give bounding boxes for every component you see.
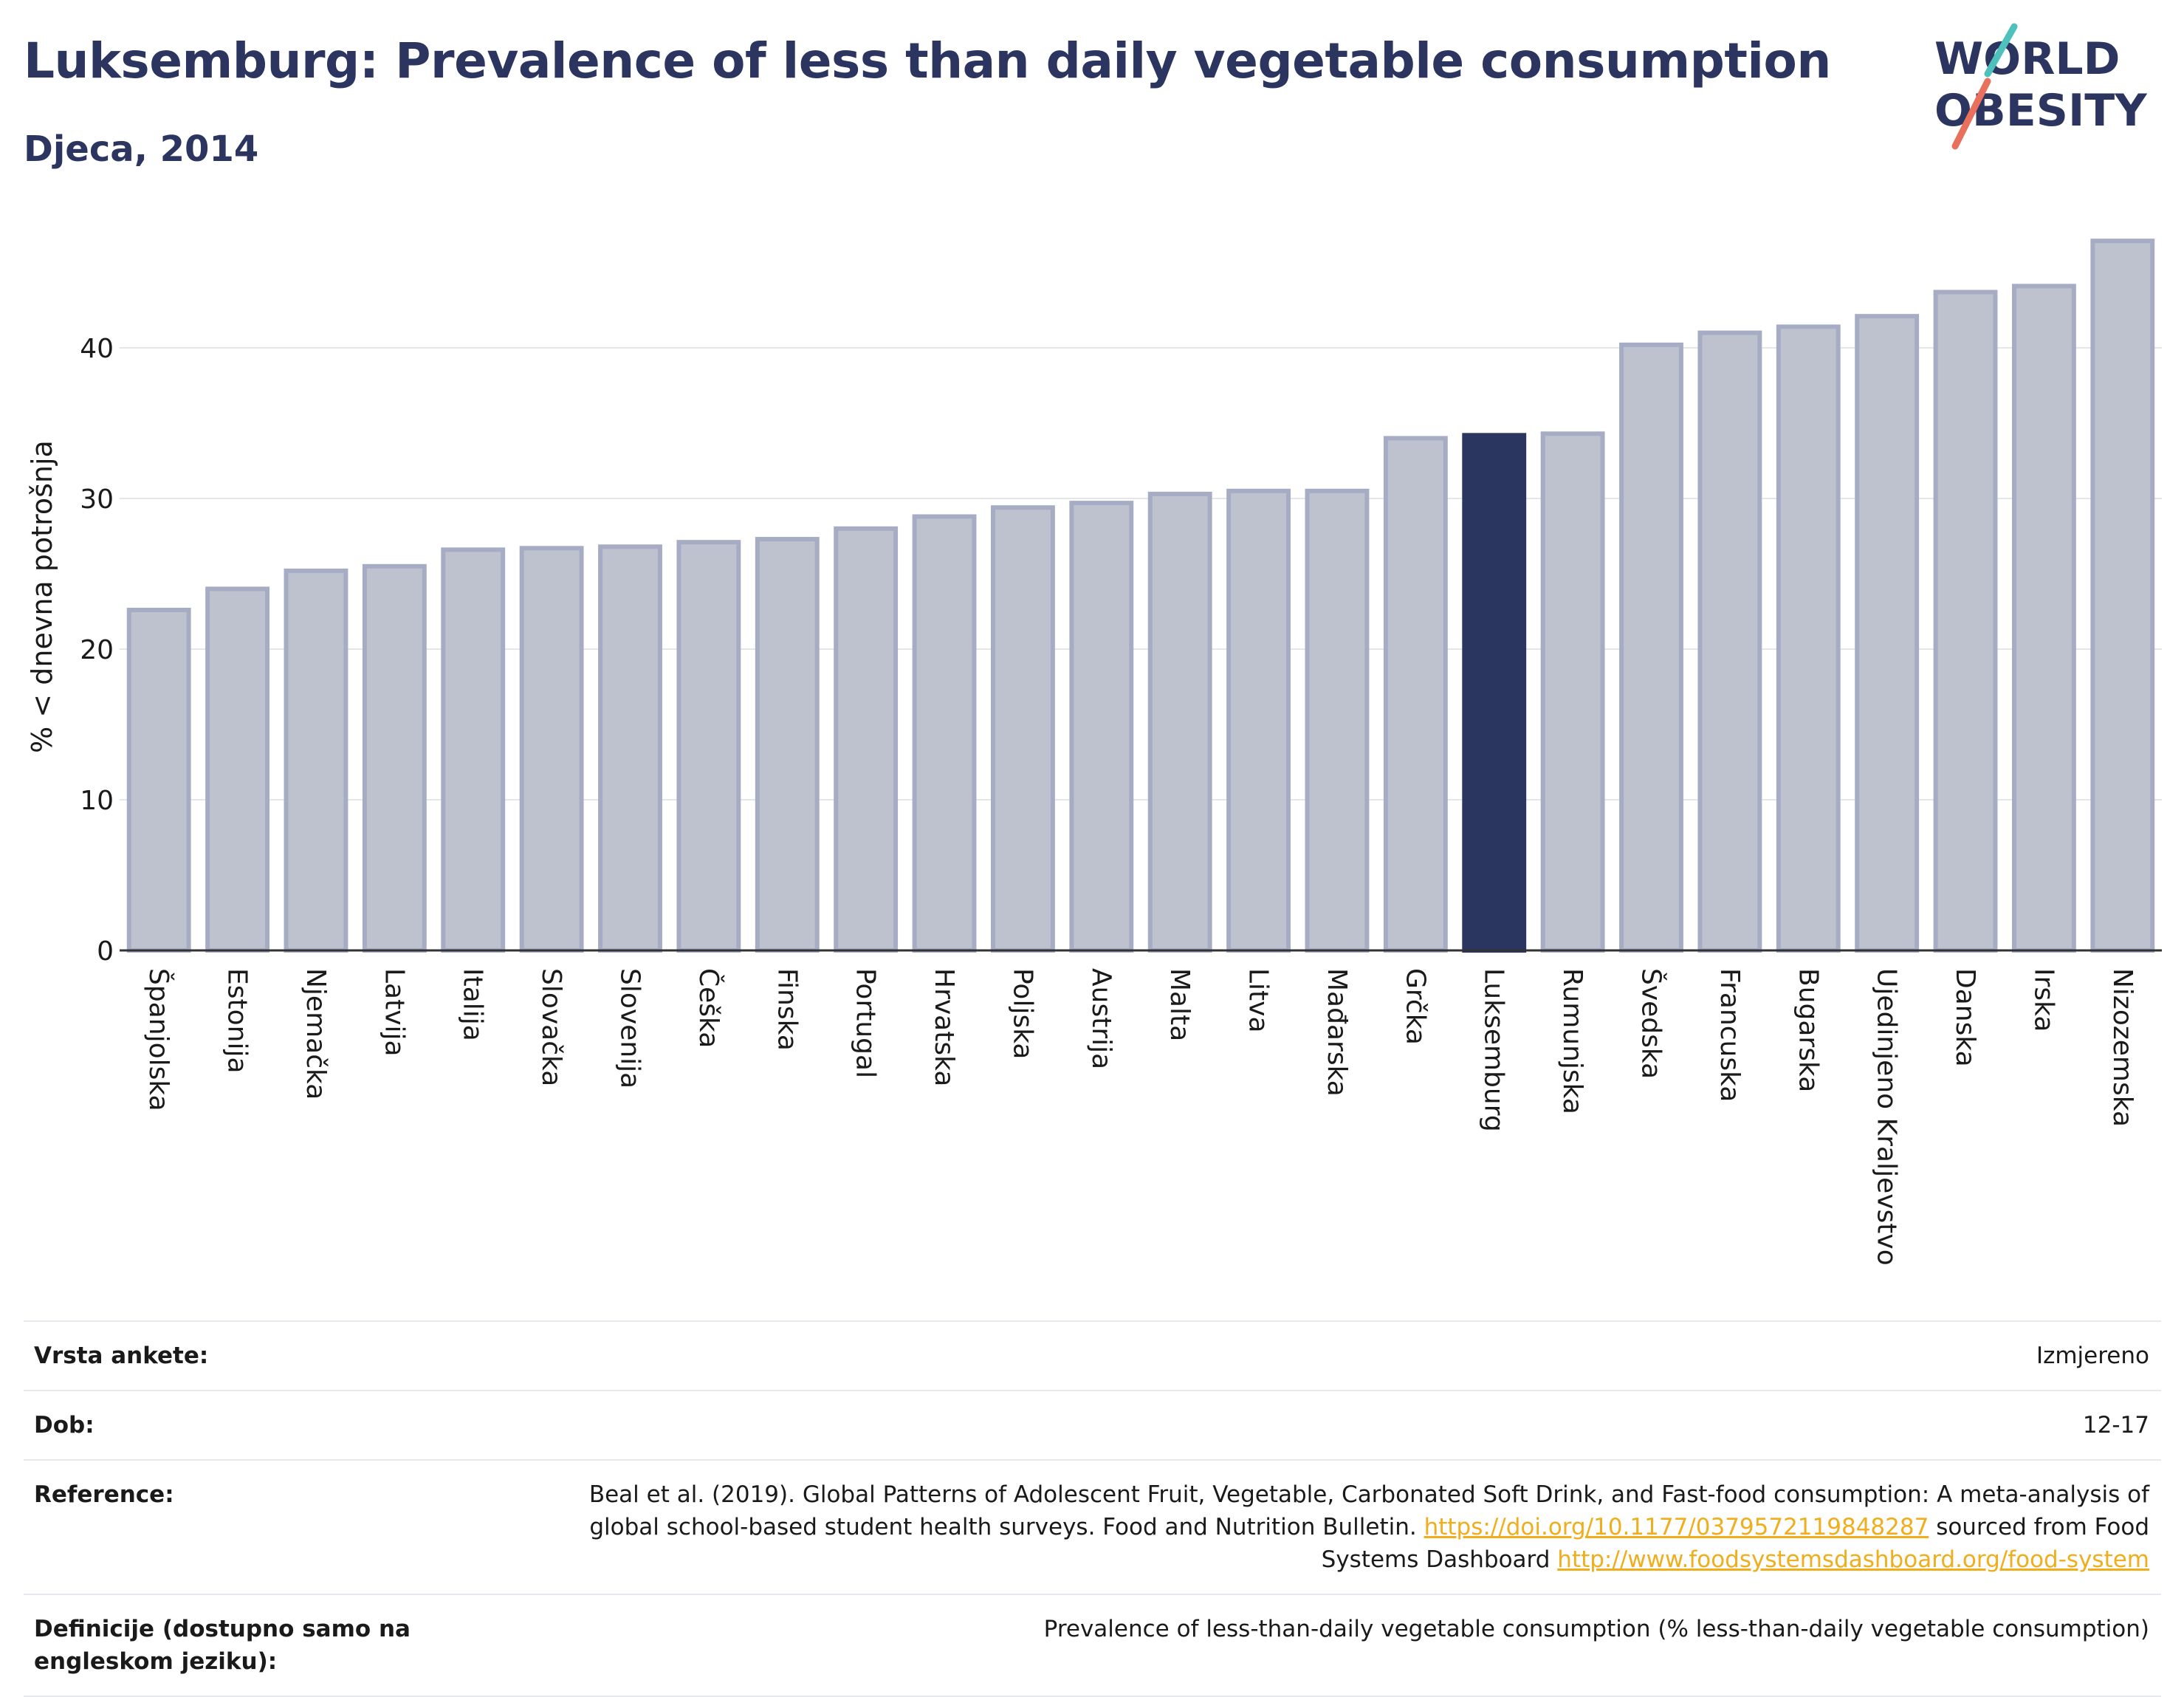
bars xyxy=(126,239,2155,953)
x-tick-label: Italija xyxy=(458,968,488,1041)
x-tick-label: Malta xyxy=(1164,968,1195,1041)
x-tick-label: Latvija xyxy=(379,968,409,1057)
survey-type-row: Vrsta ankete: Izmjereno xyxy=(24,1320,2161,1390)
bar[interactable] xyxy=(126,607,191,953)
x-tick-label: Poljska xyxy=(1007,968,1037,1060)
bar[interactable] xyxy=(1226,488,1291,953)
x-tick-label: Španjolska xyxy=(143,968,174,1111)
y-tick-label: 20 xyxy=(80,635,114,665)
bar[interactable] xyxy=(755,537,820,953)
bar[interactable] xyxy=(1147,491,1212,953)
x-tick-label: Mađarska xyxy=(1322,968,1352,1097)
chart-title: Luksemburg: Prevalence of less than dail… xyxy=(24,32,1831,89)
bar[interactable] xyxy=(912,514,977,953)
x-tick-label: Rumunjska xyxy=(1557,968,1587,1114)
bar[interactable] xyxy=(284,568,348,953)
bar[interactable] xyxy=(676,540,741,953)
bar-chart: 0 10 20 30 40 Španjolska Estonija Njemačka Latvi… xyxy=(26,239,2162,1266)
bar[interactable] xyxy=(834,526,899,953)
bar[interactable] xyxy=(1697,330,1762,953)
y-tick-label: 30 xyxy=(80,484,114,515)
metadata-table: Vrsta ankete: Izmjereno Dob: 12-17 Refer… xyxy=(24,1320,2161,1697)
bar[interactable] xyxy=(1855,314,1920,953)
reference-mid-text: sourced from Food Systems Dashboard xyxy=(1321,1514,2149,1573)
x-tick-label: Njemačka xyxy=(301,968,331,1100)
bar[interactable] xyxy=(1540,431,1605,953)
chart-subtitle: Djeca, 2014 xyxy=(24,128,259,170)
axes: 0 10 20 30 40 Španjolska Estonija Njemačka Latvi… xyxy=(80,334,2162,1266)
y-tick-label: 0 xyxy=(97,936,114,967)
x-tick-label: Švedska xyxy=(1636,968,1667,1079)
survey-type-label: Vrsta ankete: xyxy=(34,1343,209,1369)
x-tick-label: Bugarska xyxy=(1793,968,1823,1092)
age-label: Dob: xyxy=(34,1412,95,1439)
x-tick-label: Litva xyxy=(1243,968,1274,1033)
world-obesity-logo: WORLD OBESITY xyxy=(1934,23,2148,150)
bar[interactable] xyxy=(362,563,427,953)
bar[interactable] xyxy=(1305,488,1370,953)
x-tick-label: Luksemburg xyxy=(1479,968,1509,1132)
bar[interactable] xyxy=(2090,239,2155,953)
food-systems-link[interactable]: http://www.foodsystemsdashboard.org/food… xyxy=(1557,1546,2149,1573)
bar[interactable] xyxy=(2011,284,2076,953)
x-tick-label: Grčka xyxy=(1400,968,1430,1045)
y-tick-label: 10 xyxy=(80,786,114,816)
reference-text: Beal et al. (2019). Global Patterns of A… xyxy=(588,1481,2149,1540)
bar[interactable] xyxy=(205,586,270,953)
reference-value: Beal et al. (2019). Global Patterns of A… xyxy=(562,1478,2161,1576)
age-row: Dob: 12-17 xyxy=(24,1390,2161,1459)
survey-type-value: Izmjereno xyxy=(2036,1343,2149,1369)
x-tick-label: Francuska xyxy=(1714,968,1745,1102)
x-tick-label: Danska xyxy=(1950,968,1980,1067)
bar[interactable] xyxy=(598,544,662,953)
x-tick-label: Finska xyxy=(772,968,802,1051)
bar[interactable] xyxy=(441,547,506,953)
x-tick-label: Hrvatska xyxy=(929,968,959,1086)
x-tick-label: Nizozemska xyxy=(2107,968,2137,1127)
x-tick-label: Portugal xyxy=(851,968,881,1078)
bar[interactable] xyxy=(990,505,1055,953)
bar[interactable] xyxy=(1933,289,1998,953)
x-tick-label: Irska xyxy=(2028,968,2058,1032)
bar[interactable] xyxy=(1776,324,1841,953)
reference-label: Reference: xyxy=(34,1481,174,1508)
bar[interactable] xyxy=(519,546,584,953)
x-tick-label: Slovenija xyxy=(615,968,645,1089)
bar[interactable] xyxy=(1383,436,1448,953)
doi-link[interactable]: https://doi.org/10.1177/0379572119848287 xyxy=(1424,1514,1929,1540)
x-tick-label: Austrija xyxy=(1086,968,1116,1069)
definition-row: Definicije (dostupno samo na engleskom j… xyxy=(24,1594,2161,1697)
bar-highlight[interactable] xyxy=(1462,433,1527,953)
definition-value: Prevalence of less-than-daily vegetable … xyxy=(1043,1616,2149,1642)
x-tick-label: Ujedinjeno Kraljevstvo xyxy=(1872,968,1902,1266)
x-tick-label: Slovačka xyxy=(536,968,566,1086)
reference-row: Reference: Beal et al. (2019). Global Pa… xyxy=(24,1459,2161,1594)
age-value: 12-17 xyxy=(2082,1412,2149,1439)
bar[interactable] xyxy=(1619,342,1683,953)
x-tick-label: Češka xyxy=(693,968,724,1048)
definition-label: Definicije (dostupno samo na engleskom j… xyxy=(34,1616,411,1675)
x-tick-label: Estonija xyxy=(222,968,253,1074)
y-tick-label: 40 xyxy=(80,334,114,364)
y-axis-label: % < dnevna potrošnja xyxy=(26,440,58,753)
svg-text:WORLD: WORLD xyxy=(1934,33,2120,85)
bar[interactable] xyxy=(1069,501,1134,953)
